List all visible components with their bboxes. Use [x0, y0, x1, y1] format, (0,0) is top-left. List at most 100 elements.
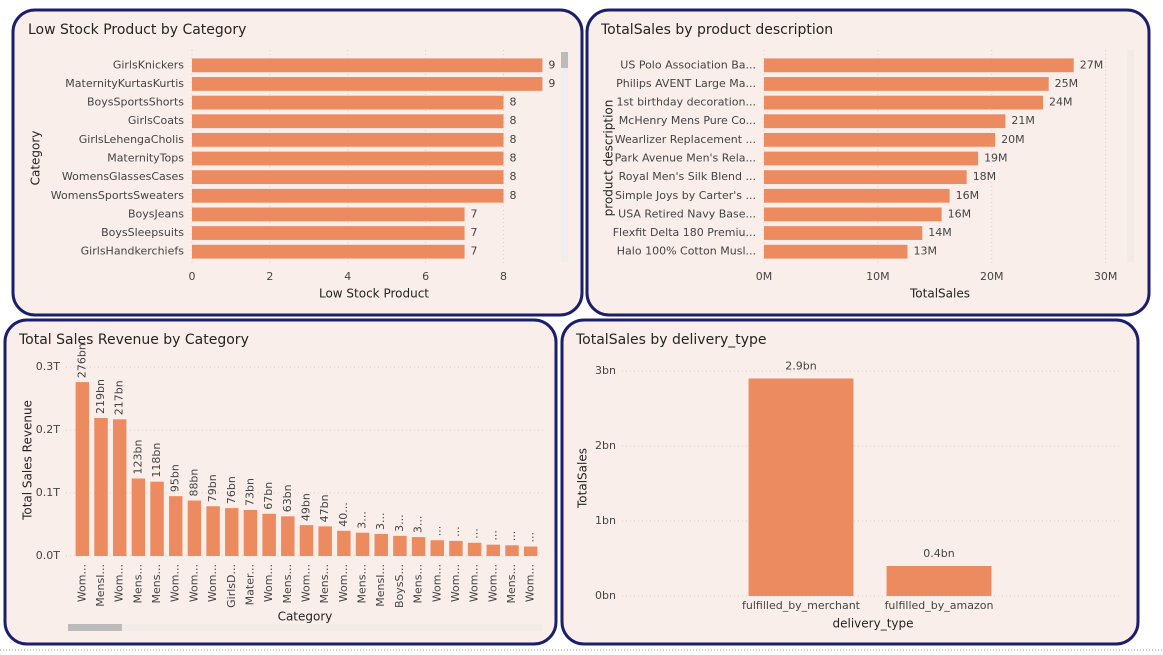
data-label: 63bn — [281, 484, 294, 512]
data-label: 9 — [548, 58, 555, 71]
data-label: 2.9bn — [785, 360, 816, 373]
data-label: 49bn — [300, 493, 313, 521]
y-tick-label: 0.1T — [36, 486, 60, 499]
scrollbar-thumb[interactable] — [68, 624, 122, 631]
bar — [486, 544, 501, 556]
bar — [764, 226, 923, 240]
y-tick-label: Flexfit Delta 180 Premiu... — [613, 226, 756, 239]
data-label: 40... — [337, 502, 350, 527]
x-tick-label: Wom... — [486, 564, 499, 602]
y-tick-label: MaternityTops — [107, 152, 184, 165]
x-tick-label: Mens... — [505, 564, 518, 603]
bar — [337, 530, 351, 556]
x-tick-label: 0M — [756, 270, 773, 283]
x-tick-label: Wom... — [524, 564, 537, 602]
bar — [374, 533, 388, 556]
bar — [243, 510, 258, 556]
x-tick-label: GirlsD... — [225, 564, 238, 608]
x-tick-label: Wom... — [449, 564, 462, 602]
bar — [225, 508, 239, 556]
x-tick-label: Mens... — [150, 564, 163, 603]
y-tick-label: BoysJeans — [128, 207, 184, 220]
chart-title: Low Stock Product by Category — [28, 22, 246, 38]
data-label: 95bn — [169, 464, 182, 492]
x-axis-label: Low Stock Product — [319, 287, 429, 301]
data-label: ... — [524, 532, 537, 543]
x-tick-label: 6 — [422, 270, 429, 283]
y-tick-label: BoysSportsShorts — [87, 96, 184, 109]
x-tick-label: 0 — [189, 270, 196, 283]
x-tick-label: 30M — [1094, 270, 1118, 283]
data-label: 8 — [509, 152, 516, 165]
scrollbar-track[interactable] — [68, 624, 542, 631]
bar — [192, 207, 465, 222]
y-tick-label: GirlsLehengaCholis — [79, 133, 185, 146]
bar — [411, 537, 426, 556]
x-tick-label: Wom... — [337, 564, 350, 602]
data-label: 21M — [1011, 114, 1035, 127]
data-label: 7 — [471, 245, 478, 258]
y-tick-label: Royal Men's Silk Blend ... — [619, 170, 756, 183]
bar — [192, 151, 504, 166]
bar — [192, 244, 465, 259]
y-tick-label: Park Avenue Men's Rela... — [615, 152, 756, 165]
x-axis-label: Category — [278, 610, 333, 624]
y-tick-label: Simple Joys by Carter's ... — [615, 189, 756, 202]
y-tick-label: Halo 100% Cotton Musl... — [617, 245, 756, 258]
y-tick-label: McHenry Mens Pure Co... — [619, 114, 756, 127]
bar — [112, 419, 127, 556]
data-label: 7 — [471, 226, 478, 239]
x-tick-label: Mater... — [243, 564, 256, 605]
bar — [764, 95, 1043, 110]
bar — [299, 525, 314, 556]
bar — [192, 132, 504, 147]
x-tick-label: fulfilled_by_merchant — [742, 599, 861, 612]
y-axis-label: Total Sales Revenue — [21, 400, 35, 521]
data-label: 217bn — [113, 380, 126, 415]
chart-title: Total Sales Revenue by Category — [18, 332, 249, 348]
y-tick-label: 0.2T — [36, 423, 60, 436]
bar — [192, 95, 504, 110]
x-tick-label: Mens... — [131, 564, 144, 603]
x-tick-label: Mens... — [281, 564, 294, 603]
x-tick-label: MensI... — [94, 564, 107, 607]
data-label: 47bn — [318, 494, 331, 522]
bar — [886, 566, 992, 596]
data-label: 219bn — [94, 379, 107, 414]
scrollbar-track[interactable] — [561, 52, 568, 262]
y-tick-label: WomensSportsSweaters — [51, 189, 184, 202]
bar — [75, 382, 90, 556]
scrollbar-track[interactable] — [1127, 50, 1134, 262]
data-label: ... — [505, 531, 518, 542]
bar — [318, 526, 332, 556]
y-tick-label: 3bn — [595, 364, 616, 377]
data-label: 8 — [509, 189, 516, 202]
scrollbar-thumb[interactable] — [561, 52, 568, 68]
bar — [192, 226, 465, 240]
data-label: 67bn — [262, 482, 275, 510]
bar — [192, 77, 543, 91]
bar — [764, 188, 950, 203]
data-label: 73bn — [243, 478, 256, 506]
bar — [169, 496, 183, 556]
data-label: 123bn — [131, 440, 144, 475]
y-tick-label: 1st birthday decoration... — [617, 96, 756, 109]
bar — [505, 545, 519, 556]
bar — [393, 535, 407, 556]
x-tick-label: 10M — [866, 270, 890, 283]
bar — [187, 500, 202, 556]
data-label: 3... — [356, 511, 369, 529]
data-label: 13M — [913, 245, 937, 258]
bar — [355, 532, 370, 556]
x-tick-label: 4 — [344, 270, 351, 283]
data-label: 27M — [1080, 58, 1104, 71]
x-tick-label: Wom... — [300, 564, 313, 602]
data-label: 88bn — [187, 469, 200, 497]
x-tick-label: Wom... — [187, 564, 200, 602]
data-label: 9 — [548, 77, 555, 90]
bar — [764, 170, 967, 185]
y-tick-label: USA Retired Navy Base... — [618, 207, 756, 220]
y-tick-label: GirlsHandkerchiefs — [81, 245, 185, 258]
x-tick-label: 8 — [500, 270, 507, 283]
